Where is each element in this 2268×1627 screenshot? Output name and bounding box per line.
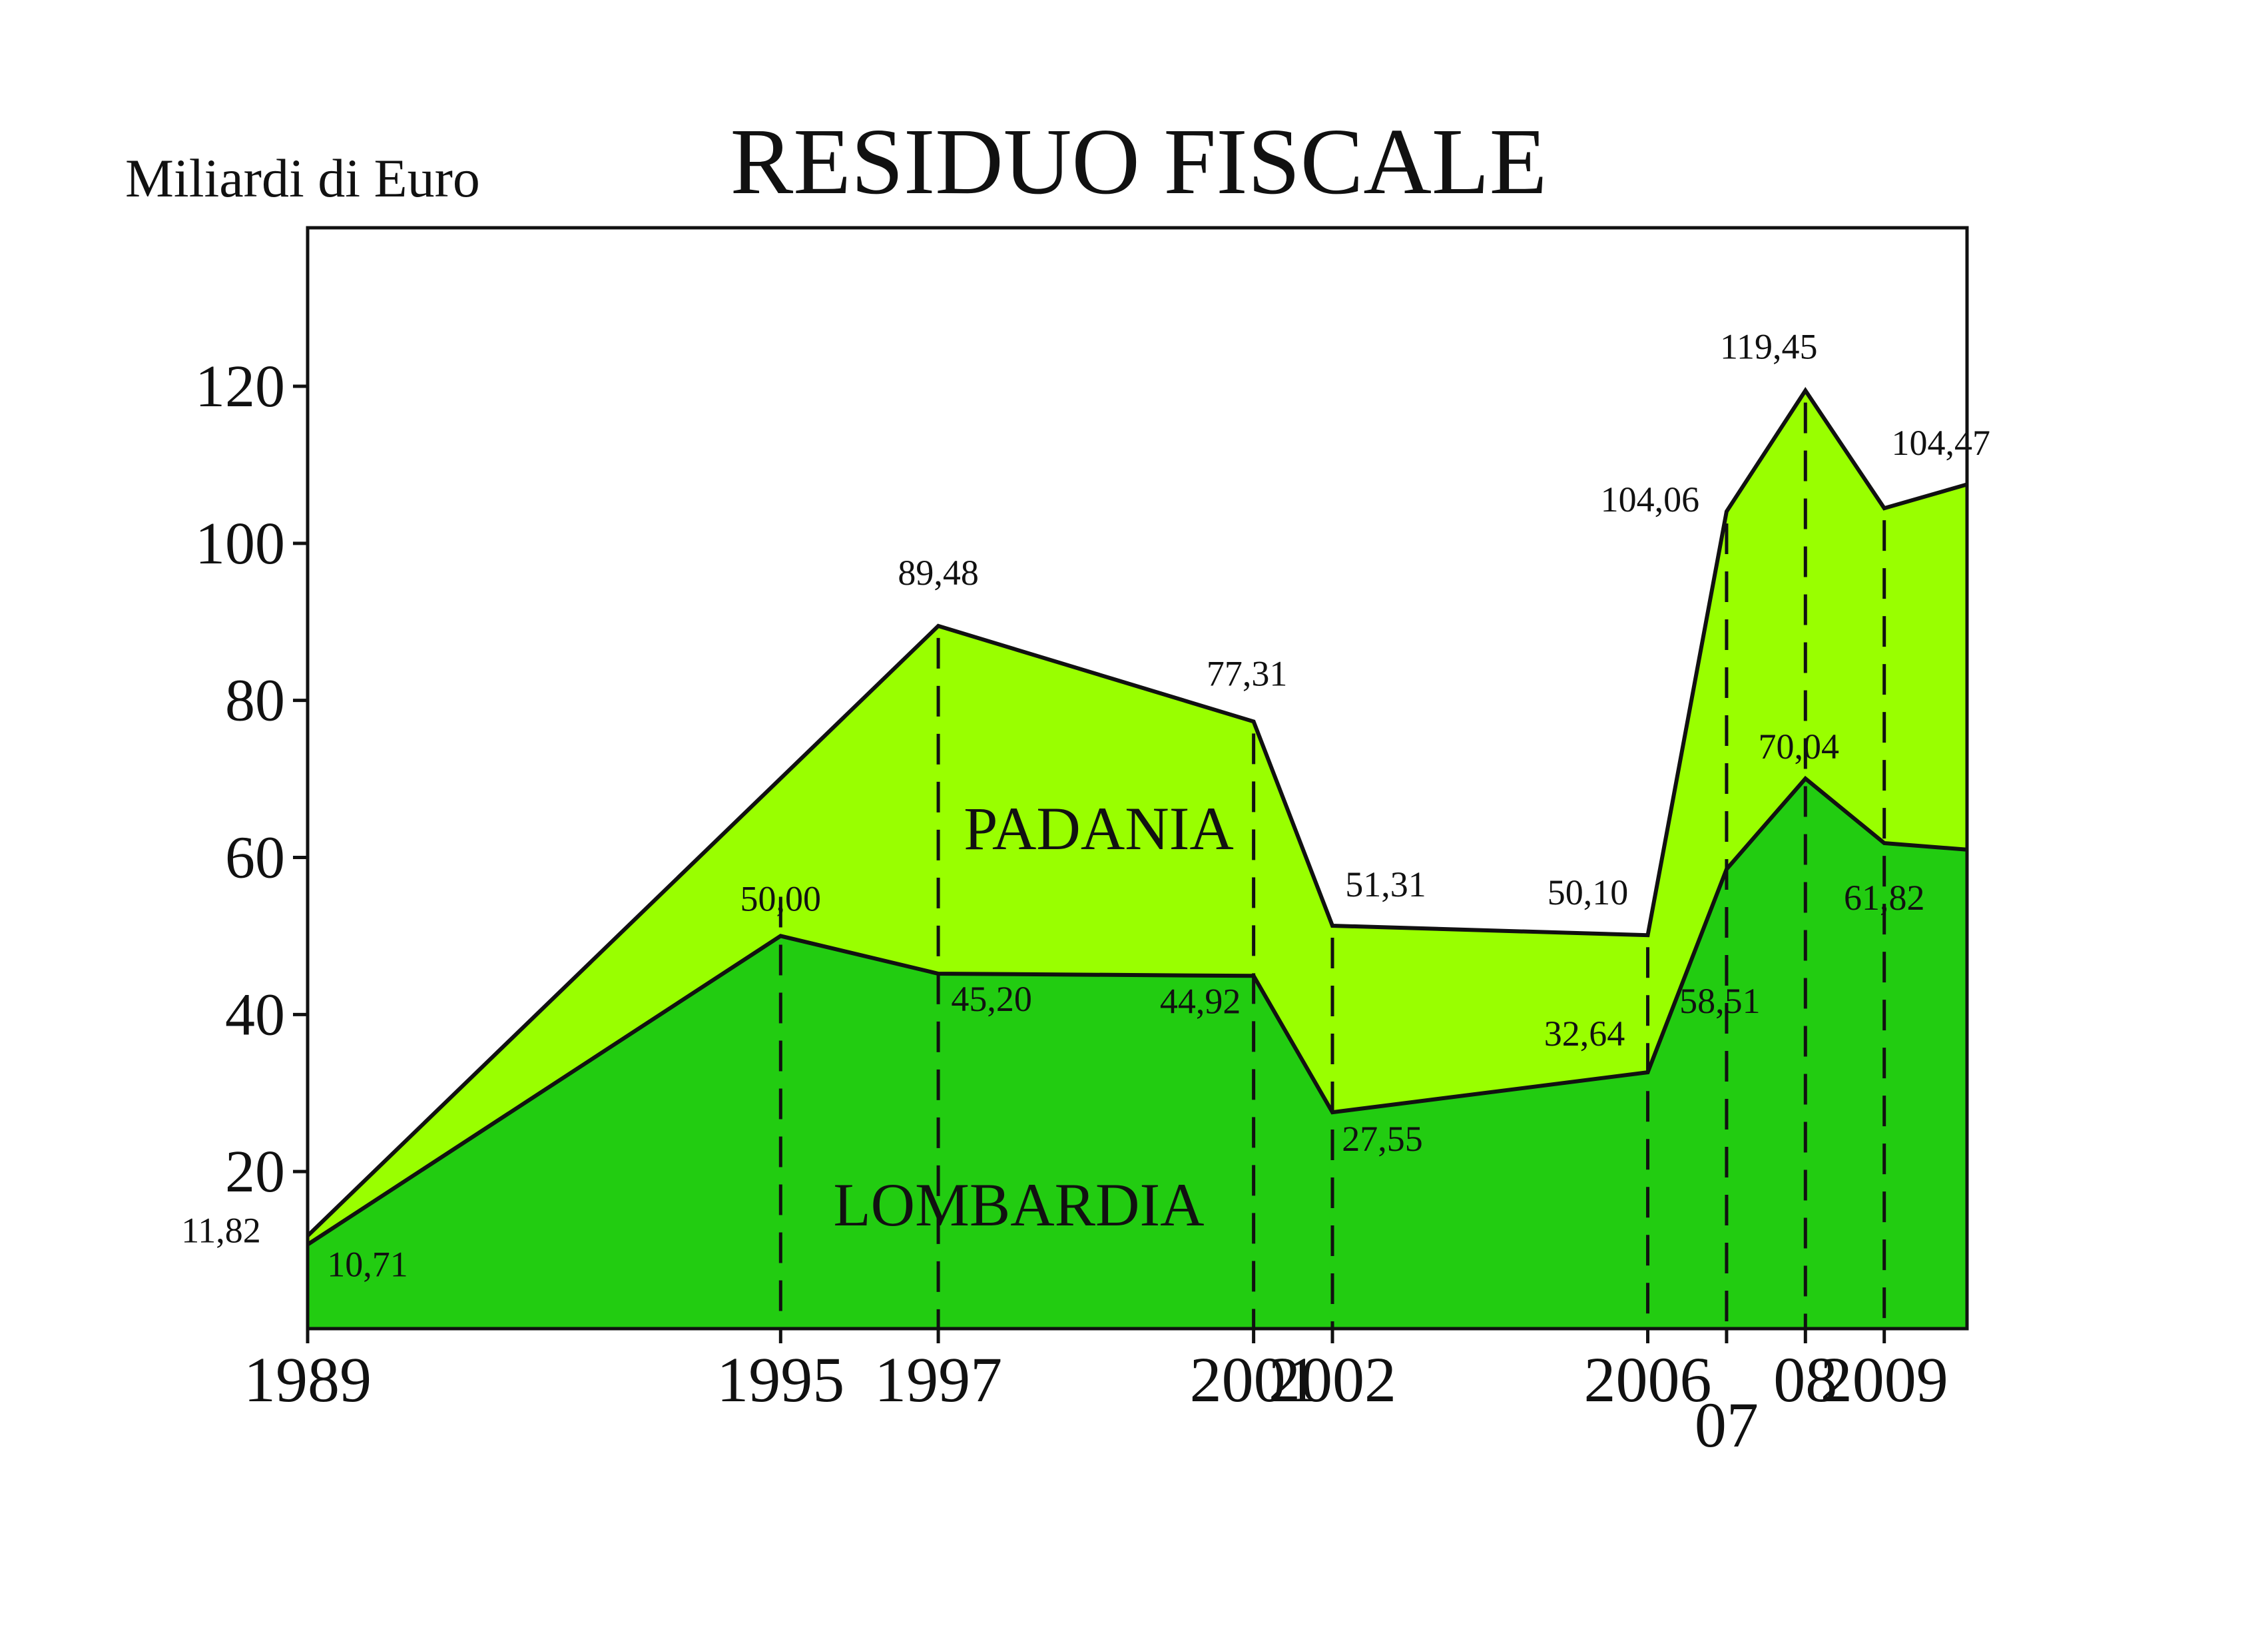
x-tick-label-1995: 1995 — [716, 1344, 844, 1415]
line-lombardia — [306, 775, 1968, 1247]
x-tick-label-2002: 2002 — [1269, 1344, 1396, 1415]
y-axis-ticks: 20 40 60 80 100 120 — [195, 354, 308, 1205]
data-label-lombardia-2002: 27,55 — [1342, 1119, 1423, 1159]
data-label-lombardia-1989: 10,71 — [327, 1245, 408, 1285]
data-label-lombardia-2009: 61,82 — [1844, 878, 1925, 918]
dashed-year-lines — [778, 402, 1886, 1329]
y-tick-label-100: 100 — [195, 511, 285, 577]
data-label-padania-2002: 51,31 — [1345, 864, 1426, 904]
x-tick-label-07: 07 — [1695, 1389, 1759, 1461]
data-label-lombardia-1995: 50,00 — [740, 878, 822, 918]
data-label-padania-2001: 77,31 — [1207, 653, 1288, 693]
x-tick-label-2006: 2006 — [1584, 1344, 1712, 1415]
plot-frame — [306, 226, 1969, 1331]
x-tick-label-1997: 1997 — [874, 1344, 1002, 1415]
area-lombardia — [308, 779, 1967, 1329]
x-tick-label-2009: 2009 — [1821, 1344, 1948, 1415]
data-label-padania-2008: 119,45 — [1720, 326, 1818, 366]
x-tick-label-2001: 2001 — [1190, 1344, 1318, 1415]
data-label-padania-1989: 11,82 — [181, 1211, 261, 1251]
data-label-padania-1997: 89,48 — [898, 553, 979, 593]
series-labels: PADANIA LOMBARDIA — [833, 795, 1233, 1239]
data-label-lombardia-1997: 45,20 — [951, 979, 1032, 1019]
x-tick-label-1989: 1989 — [244, 1344, 372, 1415]
y-tick-label-20: 20 — [225, 1139, 285, 1205]
y-tick-label-60: 60 — [225, 825, 285, 891]
data-label-padania-2007: 104,06 — [1601, 480, 1700, 519]
data-label-padania-2006: 50,10 — [1548, 872, 1629, 912]
data-labels: 11,82 89,48 77,31 51,31 50,10 104,06 119,45 104… — [181, 326, 1990, 1284]
y-tick-label-120: 120 — [195, 354, 285, 420]
y-axis-label: Miliardi di Euro — [125, 148, 480, 208]
data-label-lombardia-2006: 32,64 — [1544, 1014, 1625, 1054]
series-label-lombardia: LOMBARDIA — [833, 1171, 1204, 1239]
data-label-lombardia-2007: 58,51 — [1679, 981, 1761, 1021]
chart-title: RESIDUO FISCALE — [730, 109, 1548, 214]
y-tick-label-80: 80 — [225, 668, 285, 734]
series-label-padania: PADANIA — [964, 795, 1234, 862]
line-padania — [306, 387, 1968, 1237]
data-label-lombardia-2008: 70,04 — [1759, 727, 1840, 767]
x-tick-label-08: 08 — [1773, 1344, 1837, 1415]
data-label-padania-2009: 104,47 — [1891, 423, 1990, 463]
y-tick-label-40: 40 — [225, 982, 285, 1048]
area-layer — [306, 387, 1968, 1329]
data-label-lombardia-2001: 44,92 — [1160, 981, 1241, 1021]
